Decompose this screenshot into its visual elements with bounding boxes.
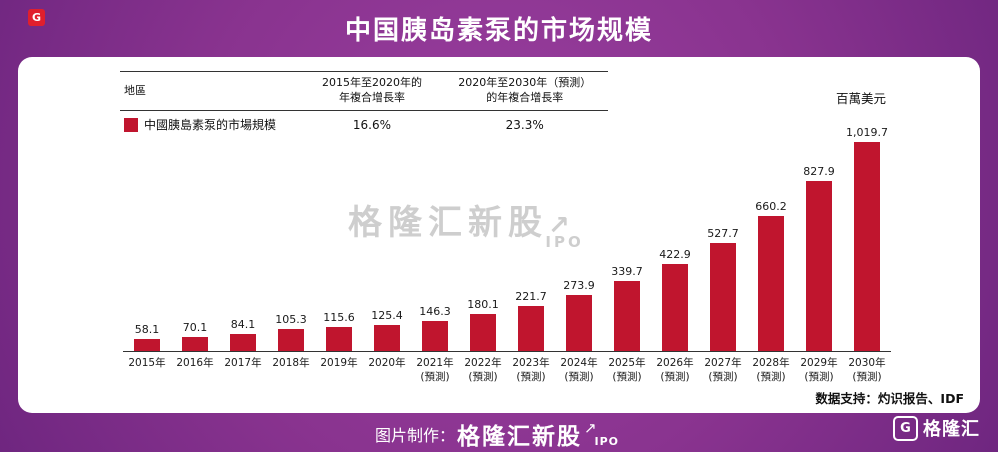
bar-column: 273.9 [555,279,603,351]
gelonghui-logo: G 格隆汇 [893,415,980,441]
cagr-table-legend-row: 中國胰島素泵的市場規模 16.6% 23.3% [120,111,608,133]
chart-card: 地區 2015年至2020年的 年複合增長率 2020年至2030年（預測） 的… [18,57,980,413]
bar-value-label: 115.6 [323,311,355,324]
bar-column: 115.6 [315,311,363,351]
bar-column: 84.1 [219,318,267,351]
x-axis-label: 2022年 (預測) [464,357,502,383]
bar-value-label: 1,019.7 [846,126,888,139]
bar-value-label: 827.9 [803,165,835,178]
bar-value-label: 660.2 [755,200,787,213]
x-axis-label: 2030年 (預測) [848,357,886,383]
bar-column: 339.7 [603,265,651,351]
bar [806,181,832,351]
footer-brand-sub: IPO [594,434,620,448]
bar-column: 1,019.7 [843,126,891,351]
bar [134,339,160,351]
x-axis-label: 2019年 [320,357,358,369]
bar-value-label: 70.1 [182,321,208,334]
x-axis-label: 2017年 [224,357,262,369]
x-axis-label: 2021年 (預測) [416,357,454,383]
x-axis-label: 2024年 (預測) [560,357,598,383]
bar-column: 221.7 [507,290,555,351]
x-axis-label: 2023年 (預測) [512,357,550,383]
cagr2-header-line1: 2020年至2030年（預測） [458,76,592,90]
gelonghui-corner-mark-icon: G [28,9,45,26]
legend-swatch-icon [124,118,138,133]
bar-column: 105.3 [267,313,315,351]
bar [758,216,784,351]
cagr1-header-line1: 2015年至2020年的 [321,76,422,90]
cagr-2020-2030-header: 2020年至2030年（預測） 的年複合增長率 [441,76,608,106]
bar-column: 527.7 [699,227,747,351]
x-axis-label: 2020年 [368,357,406,369]
bar-value-label: 422.9 [659,248,691,261]
bar-chart: 58.1 70.1 84.1 105.3 115.6 125.4 146.3 180.1 221… [123,119,891,384]
bar [518,306,544,351]
gelonghui-logo-icon: G [893,415,918,441]
bar-value-label: 339.7 [611,265,643,278]
cagr-table-header-row: 地區 2015年至2020年的 年複合增長率 2020年至2030年（預測） 的… [120,71,608,111]
bar [854,142,880,351]
bar [614,281,640,351]
x-axis-label: 2025年 (預測) [608,357,646,383]
bar [566,295,592,351]
bar-value-label: 221.7 [515,290,547,303]
bar-column: 660.2 [747,200,795,351]
bar [662,264,688,351]
data-source-note: 数据支持：灼识报告、IDF [815,391,964,406]
gelonghui-logo-text: 格隆汇 [923,419,980,440]
footer-brand-arrow-icon: ↗ [583,419,597,437]
cagr-table: 地區 2015年至2020年的 年複合增長率 2020年至2030年（預測） 的… [120,71,608,133]
bar-column: 422.9 [651,248,699,351]
bar-column: 70.1 [171,321,219,351]
bar-column: 827.9 [795,165,843,351]
x-axis-row: 2015年 2016年 2017年 2018年 2019年 2020年 2021年 (預測) 2… [123,352,891,384]
footer-made-by-label: 图片制作： [374,426,455,445]
bars-row: 58.1 70.1 84.1 105.3 115.6 125.4 146.3 180.1 221… [123,119,891,352]
bar [470,314,496,351]
series-legend: 中國胰島素泵的市場規模 [120,117,303,133]
x-axis-label: 2016年 [176,357,214,369]
cagr-2015-2020-value: 16.6% [352,118,392,132]
region-header: 地區 [124,83,146,97]
bar-value-label: 527.7 [707,227,739,240]
bar-column: 125.4 [363,309,411,351]
footer-credit: 图片制作： 格隆汇新股 ↗ IPO [0,416,998,452]
bar [182,337,208,351]
bar-value-label: 273.9 [563,279,595,292]
bar-value-label: 105.3 [275,313,307,326]
x-axis-label: 2029年 (預測) [800,357,838,383]
cagr-2020-2030-value: 23.3% [505,118,544,132]
cagr-2015-2020-header: 2015年至2020年的 年複合增長率 [303,76,442,106]
bar [230,334,256,351]
bar [374,325,400,351]
page-title: 中国胰岛素泵的市场规模 [344,16,653,46]
bar-column: 146.3 [411,305,459,351]
bar [326,327,352,351]
x-axis-label: 2028年 (預測) [752,357,790,383]
bar-column: 58.1 [123,323,171,351]
bar-value-label: 146.3 [419,305,451,318]
bar [278,329,304,351]
x-axis-label: 2018年 [272,357,310,369]
bar-value-label: 180.1 [467,298,499,311]
bar-value-label: 84.1 [230,318,256,331]
bar [422,321,448,351]
cagr2-header-line2: 的年複合增長率 [486,91,564,104]
bar-value-label: 58.1 [134,323,160,336]
x-axis-label: 2026年 (預測) [656,357,694,383]
bar-column: 180.1 [459,298,507,351]
x-axis-label: 2015年 [128,357,166,369]
cagr1-header-line2: 年複合增長率 [338,91,405,104]
x-axis-label: 2027年 (預測) [704,357,742,383]
y-axis-unit-label: 百萬美元 [835,91,886,106]
bar [710,243,736,351]
legend-label: 中國胰島素泵的市場規模 [144,118,277,132]
bar-value-label: 125.4 [371,309,403,322]
footer-brand: 格隆汇新股 [456,424,582,450]
